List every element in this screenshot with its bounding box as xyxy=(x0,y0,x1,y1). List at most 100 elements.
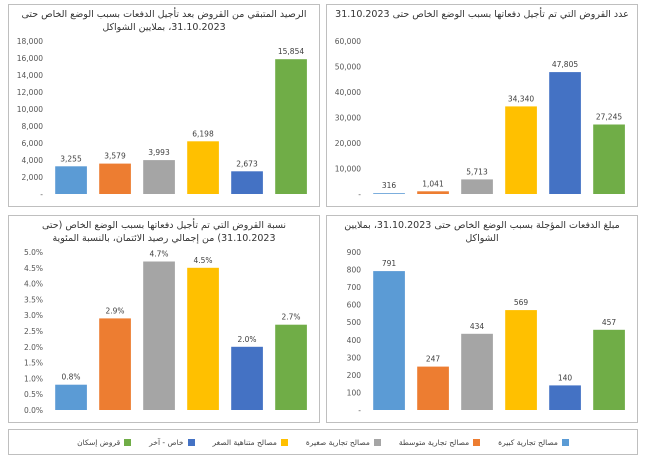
y-tick-label: 3.5% xyxy=(24,295,43,304)
data-label: 2.7% xyxy=(281,313,300,322)
y-tick-label: 3.0% xyxy=(24,311,43,320)
legend-swatch xyxy=(280,438,288,446)
chart-title: عدد القروض التي تم تأجيل دفعاتها بسبب ال… xyxy=(335,9,629,20)
data-label: 27,245 xyxy=(596,113,622,122)
legend-item: قروض إسكان xyxy=(77,438,132,447)
bar xyxy=(187,267,219,410)
y-tick-label: 900 xyxy=(347,248,362,257)
legend-item: مصالح تجارية كبيرة xyxy=(498,438,569,447)
legend: مصالح تجارية كبيرة مصالح تجارية متوسطة م… xyxy=(8,429,638,455)
y-tick-label: 5.0% xyxy=(24,248,43,257)
y-tick-label: 20,000 xyxy=(335,139,361,148)
bar xyxy=(55,166,87,194)
y-tick-label: 200 xyxy=(347,371,362,380)
legend-swatch xyxy=(561,438,569,446)
bar xyxy=(231,346,263,410)
data-label: 3,579 xyxy=(104,152,126,161)
y-tick-label: 14,000 xyxy=(17,71,43,80)
y-tick-label: 16,000 xyxy=(17,54,43,63)
bar xyxy=(143,261,175,410)
data-label: 434 xyxy=(470,322,485,331)
data-label: 140 xyxy=(558,373,573,382)
data-label: 47,805 xyxy=(552,60,578,69)
bar xyxy=(417,366,449,410)
bar xyxy=(373,193,405,194)
chart-panel-deferred-payments: مبلغ الدفعات المؤجلة بسبب الوضع الخاص حت… xyxy=(326,215,638,423)
y-tick-label: - xyxy=(358,406,361,415)
bar xyxy=(461,179,493,194)
y-tick-label: 700 xyxy=(347,283,362,292)
chart-svg: - 2,000 4,000 6,000 8,000 10,000 12,000 14,000 1… xyxy=(17,37,307,199)
chart-svg: - 10,000 20,000 30,000 40,000 50,000 60,000 316… xyxy=(335,37,625,199)
legend-label: مصالح تجارية كبيرة xyxy=(498,437,558,447)
bar xyxy=(593,329,625,410)
data-label: 2.9% xyxy=(105,306,124,315)
bar xyxy=(55,384,87,410)
legend-label: مصالح متناهية الصغر xyxy=(212,437,277,447)
bar xyxy=(549,72,581,194)
y-tick-label: 2.5% xyxy=(24,327,43,336)
y-tick-label: 2.0% xyxy=(24,343,43,352)
data-label: 0.8% xyxy=(61,373,80,382)
chart-svg: - 100 200 300 400 500 600 700 800 900 791 247 434 569… xyxy=(347,248,625,415)
legend-swatch xyxy=(124,438,132,446)
y-tick-label: 400 xyxy=(347,336,362,345)
y-tick-label: 12,000 xyxy=(17,88,43,97)
chart-svg: 0.0% 0.5% 1.0% 1.5% 2.0% 2.5% 3.0% 3.5% 4.0% 4.5%… xyxy=(24,248,307,415)
y-tick-label: 30,000 xyxy=(335,114,361,123)
bar xyxy=(99,318,131,410)
legend-item: مصالح تجارية صغيرة xyxy=(306,438,381,447)
data-label: 1,041 xyxy=(422,179,444,188)
legend-swatch xyxy=(373,438,381,446)
data-label: 247 xyxy=(426,355,441,364)
bar xyxy=(417,191,449,194)
bar xyxy=(593,124,625,194)
legend-item: خاص - آخر xyxy=(149,438,195,447)
y-tick-label: 4.5% xyxy=(24,264,43,273)
y-tick-label: 10,000 xyxy=(335,165,361,174)
legend-label: مصالح تجارية متوسطة xyxy=(398,437,470,447)
y-tick-label: 60,000 xyxy=(335,37,361,46)
y-tick-label: - xyxy=(358,190,361,199)
legend-item: مصالح متناهية الصغر xyxy=(213,438,288,447)
bar xyxy=(461,333,493,410)
legend-swatch xyxy=(473,438,481,446)
data-label: 457 xyxy=(602,318,617,327)
y-tick-label: 100 xyxy=(347,388,362,397)
y-tick-label: 4,000 xyxy=(22,156,44,165)
bar xyxy=(275,324,307,410)
legend-swatch xyxy=(187,438,195,446)
data-label: 4.7% xyxy=(149,250,168,259)
chart-panel-remaining-balance: الرصيد المتبقي من القروض بعد تأجيل الدفع… xyxy=(8,4,320,207)
data-label: 791 xyxy=(382,259,397,268)
data-label: 5,713 xyxy=(466,167,488,176)
y-tick-label: 1.5% xyxy=(24,359,43,368)
y-tick-label: 10,000 xyxy=(17,105,43,114)
data-label: 2.0% xyxy=(237,335,256,344)
bar xyxy=(373,271,405,410)
bar xyxy=(549,385,581,410)
y-tick-label: 600 xyxy=(347,301,362,310)
data-label: 316 xyxy=(382,181,397,190)
y-tick-label: 300 xyxy=(347,353,362,362)
y-tick-label: 8,000 xyxy=(22,122,44,131)
y-tick-label: 18,000 xyxy=(17,37,43,46)
y-tick-label: 500 xyxy=(347,318,362,327)
bar xyxy=(505,310,537,410)
chart-panel-percentage: نسبة القروض التي تم تأجيل دفعاتها بسبب ا… xyxy=(8,215,320,423)
y-tick-label: 0.0% xyxy=(24,406,43,415)
bar xyxy=(99,163,131,194)
legend-item: مصالح تجارية متوسطة xyxy=(398,437,481,447)
bar xyxy=(505,106,537,194)
y-tick-label: 40,000 xyxy=(335,88,361,97)
data-label: 2,673 xyxy=(236,159,258,168)
legend-label: مصالح تجارية صغيرة xyxy=(305,437,370,447)
chart-panel-loan-count: عدد القروض التي تم تأجيل دفعاتها بسبب ال… xyxy=(326,4,638,207)
data-label: 34,340 xyxy=(508,94,534,103)
bar xyxy=(231,171,263,194)
bar xyxy=(143,160,175,194)
data-label: 3,993 xyxy=(148,148,170,157)
data-label: 4.5% xyxy=(193,256,212,265)
y-tick-label: 0.5% xyxy=(24,390,43,399)
data-label: 569 xyxy=(514,298,529,307)
